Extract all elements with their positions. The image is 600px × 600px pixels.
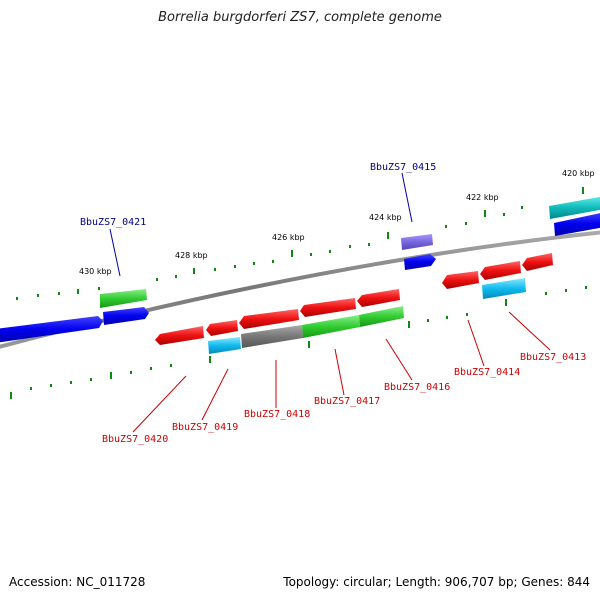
gene-bar[interactable]	[103, 307, 149, 325]
gene-bar[interactable]	[482, 278, 526, 299]
gene-label-bbuzs7-0414: BbuZS7_0414	[454, 367, 520, 378]
accession-text: Accession: NC_011728	[9, 575, 146, 589]
gene-bar[interactable]	[522, 253, 553, 271]
gene-bar[interactable]	[206, 320, 238, 336]
gene-bar[interactable]	[208, 337, 241, 354]
gene-label-bbuzs7-0418: BbuZS7_0418	[244, 409, 310, 420]
gene-bar[interactable]	[302, 315, 360, 338]
tick-label-430: 430 kbp	[79, 267, 112, 276]
gene-bar[interactable]	[554, 212, 600, 236]
outer-tick-row	[16, 187, 584, 300]
gene-bar[interactable]	[239, 309, 299, 329]
forward-strand-genes	[0, 196, 600, 343]
gene-bar[interactable]	[300, 298, 356, 317]
gene-label-bbuzs7-0419: BbuZS7_0419	[172, 422, 238, 433]
gene-bar[interactable]	[0, 316, 103, 343]
tick-label-420: 420 kbp	[562, 169, 595, 178]
gene-bar[interactable]	[241, 325, 303, 348]
gene-bar[interactable]	[401, 234, 433, 250]
gene-label-bbuzs7-0415: BbuZS7_0415	[370, 162, 436, 173]
gene-bar[interactable]	[155, 326, 204, 345]
gene-label-bbuzs7-0413: BbuZS7_0413	[520, 352, 586, 363]
gene-label-bbuzs7-0417: BbuZS7_0417	[314, 396, 380, 407]
gene-bar[interactable]	[359, 306, 404, 327]
gene-bar[interactable]	[442, 271, 479, 289]
gene-bar[interactable]	[404, 254, 436, 270]
gene-label-bbuzs7-0421: BbuZS7_0421	[80, 217, 146, 228]
tick-label-424: 424 kbp	[369, 213, 402, 222]
map-title: Borrelia burgdorferi ZS7, complete genom…	[158, 10, 442, 25]
gene-bar[interactable]	[549, 196, 600, 219]
genome-summary-text: Topology: circular; Length: 906,707 bp; …	[283, 575, 590, 589]
gene-bar[interactable]	[100, 289, 147, 308]
tick-label-422: 422 kbp	[466, 193, 499, 202]
gene-label-bbuzs7-0416: BbuZS7_0416	[384, 382, 450, 393]
leader-lines	[109, 172, 551, 433]
gene-label-bbuzs7-0420: BbuZS7_0420	[102, 434, 168, 445]
tick-label-426: 426 kbp	[272, 233, 305, 242]
gene-bar[interactable]	[480, 261, 521, 280]
inner-tick-row	[10, 286, 587, 399]
tick-label-428: 428 kbp	[175, 251, 208, 260]
reverse-strand-genes	[155, 253, 553, 354]
gene-bar[interactable]	[357, 289, 400, 307]
